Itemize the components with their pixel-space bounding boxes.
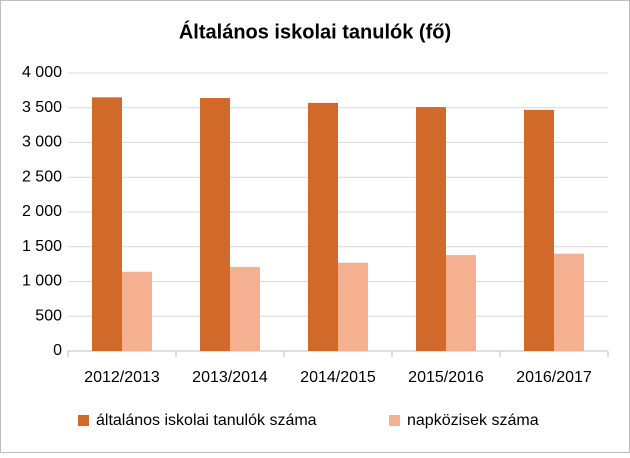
- y-tick-label: 2 000: [22, 203, 62, 220]
- bar: [524, 109, 554, 352]
- legend-label: általános iskolai tanulók száma: [96, 412, 317, 429]
- y-tick-label: 3 000: [22, 134, 62, 151]
- legend-label: napközisek száma: [407, 412, 539, 429]
- bar: [416, 107, 446, 352]
- legend-swatch: [78, 415, 89, 426]
- x-tick-label: 2013/2014: [192, 369, 268, 386]
- y-tick-label: 4 000: [22, 64, 62, 81]
- y-tick-label: 1 500: [22, 238, 62, 255]
- bar: [338, 262, 368, 351]
- bar: [122, 271, 152, 351]
- bar: [230, 266, 260, 351]
- x-tick-label: 2016/2017: [516, 369, 592, 386]
- bar: [308, 102, 338, 351]
- bar: [446, 255, 476, 351]
- legend-swatch: [389, 415, 400, 426]
- y-tick-label: 1 000: [22, 273, 62, 290]
- x-tick-label: 2014/2015: [300, 369, 376, 386]
- y-tick-label: 500: [35, 307, 62, 324]
- x-tick-label: 2015/2016: [408, 369, 484, 386]
- bar: [200, 98, 230, 352]
- x-tick-label: 2012/2013: [84, 369, 160, 386]
- bar: [554, 253, 584, 351]
- y-tick-label: 3 500: [22, 99, 62, 116]
- y-tick-label: 0: [53, 342, 62, 359]
- chart-title: Általános iskolai tanulók (fő): [179, 20, 451, 43]
- y-tick-label: 2 500: [22, 168, 62, 185]
- bar: [92, 97, 122, 351]
